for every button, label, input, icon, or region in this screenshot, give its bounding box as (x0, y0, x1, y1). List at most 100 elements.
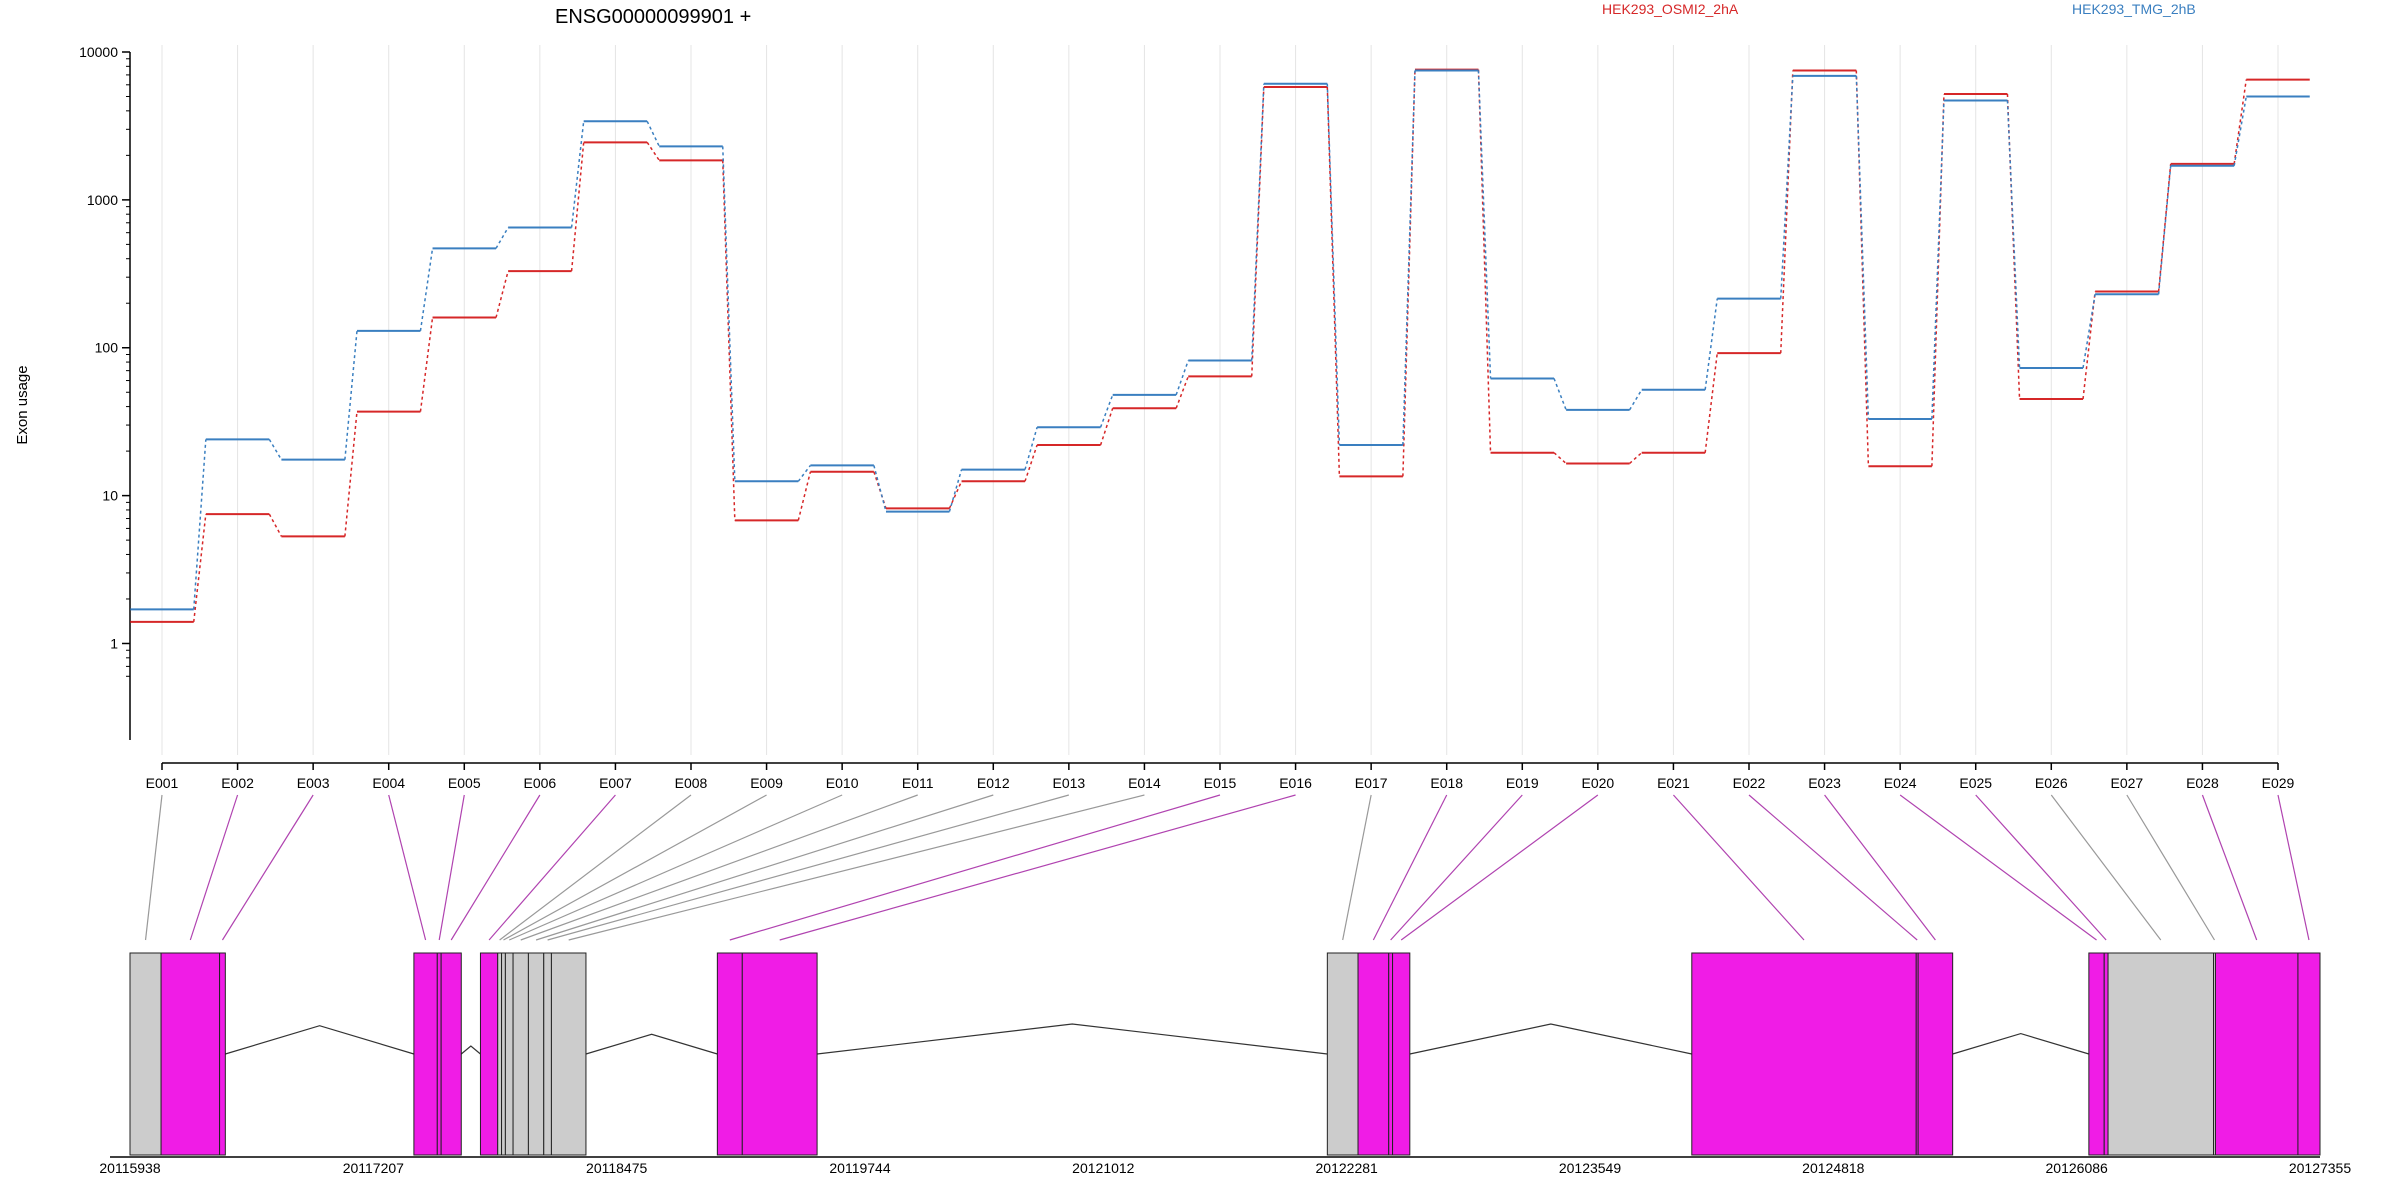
axes: 1 10 100 1000 10000 E001 E002 E003 E004 E005 E006 E… (79, 44, 2294, 791)
x-tick-label: E015 (1204, 775, 1237, 791)
exon-connector-e028 (2202, 795, 2256, 940)
genomic-coordinate-label: 20123549 (1559, 1160, 1622, 1176)
x-tick-label: E010 (826, 775, 859, 791)
series-connector (1781, 76, 1793, 299)
exon-connector-e004 (389, 795, 426, 940)
series-connector (1554, 378, 1566, 409)
series-connector (2007, 100, 2019, 367)
legend-series-a: HEK293_OSMI2_2hA (1602, 1, 1739, 17)
series-connector (723, 146, 735, 481)
y-tick-label: 10000 (79, 44, 118, 60)
exon-block-e012 (528, 953, 543, 1155)
series-connector (647, 142, 659, 160)
exon-block-e015 (717, 953, 742, 1155)
x-tick-label: E020 (1582, 775, 1615, 791)
exon-block-e010 (505, 953, 513, 1155)
exon-connector-e013 (548, 795, 1069, 940)
exon-block-e011 (513, 953, 528, 1155)
exon-block-e029 (2298, 953, 2320, 1155)
x-tick-label: E026 (2035, 775, 2068, 791)
gene-model (110, 953, 2320, 1157)
series-connector (1705, 353, 1717, 453)
exon-block-e028 (2215, 953, 2297, 1155)
exon-block-e006 (441, 953, 461, 1155)
intron-line (1410, 1024, 1692, 1054)
series-connector (949, 470, 961, 512)
series-connector (1630, 453, 1642, 464)
exon-block-e017 (1327, 953, 1358, 1155)
series-connector (874, 465, 886, 511)
exon-block-e021 (1692, 953, 1916, 1155)
series-connector (1705, 299, 1717, 390)
legend-series-b: HEK293_TMG_2hB (2072, 1, 2196, 17)
y-tick-label: 1000 (87, 192, 118, 208)
genomic-coordinate-label: 20127355 (2289, 1160, 2352, 1176)
series-connector (1252, 84, 1264, 361)
exon-block-e023 (1918, 953, 1953, 1155)
intron-line (461, 1046, 480, 1054)
exon-connector-e007 (489, 795, 615, 940)
x-tick-label: E009 (750, 775, 783, 791)
genomic-coordinate-label: 20117207 (343, 1160, 404, 1176)
series-connector (1403, 70, 1415, 445)
x-tick-label: E003 (297, 775, 330, 791)
x-tick-label: E006 (524, 775, 557, 791)
intron-line (586, 1034, 717, 1054)
x-tick-label: E024 (1884, 775, 1917, 791)
exon-block-e024 (2089, 953, 2104, 1155)
y-tick-label: 1 (110, 635, 118, 651)
exon-block-e008 (498, 953, 502, 1155)
x-tick-label: E014 (1128, 775, 1161, 791)
exon-block-e005 (437, 953, 441, 1155)
x-tick-label: E008 (675, 775, 708, 791)
genomic-coordinate-label: 20115938 (99, 1160, 160, 1176)
exon-block-e002 (161, 953, 220, 1155)
series-connector (1554, 453, 1566, 464)
x-tick-label: E023 (1808, 775, 1841, 791)
exon-connector-e003 (222, 795, 313, 940)
exon-connector-e005 (439, 795, 464, 940)
exon-connector-e008 (500, 795, 691, 940)
x-tick-label: E004 (372, 775, 405, 791)
exon-connectors (146, 795, 2309, 940)
series-connector (345, 412, 357, 537)
exon-block-e013 (544, 953, 552, 1155)
series-connector (1327, 84, 1339, 445)
exon-connector-e027 (2127, 795, 2215, 940)
y-tick-label: 10 (102, 488, 118, 504)
genomic-coordinate-label: 20121012 (1072, 1160, 1135, 1176)
exon-connector-e010 (509, 795, 842, 940)
x-tick-label: E022 (1733, 775, 1766, 791)
intron-line (817, 1024, 1327, 1054)
x-tick-label: E002 (221, 775, 254, 791)
exon-block-e014 (551, 953, 586, 1155)
x-tick-label: E019 (1506, 775, 1539, 791)
exon-connector-e001 (146, 795, 162, 940)
y-tick-label: 100 (95, 340, 119, 356)
exon-block-e016 (742, 953, 817, 1155)
x-tick-label: E028 (2186, 775, 2219, 791)
series-connector (269, 439, 281, 459)
x-tick-label: E025 (1959, 775, 1992, 791)
series-connector (647, 121, 659, 146)
genomic-coordinate-label: 20119744 (829, 1160, 890, 1176)
intron-line (225, 1026, 414, 1054)
exon-connector-e029 (2278, 795, 2309, 940)
series-connector (345, 331, 357, 460)
series-connector (1176, 376, 1188, 408)
exon-connector-e002 (190, 795, 237, 940)
exon-block-e001 (130, 953, 161, 1155)
x-tick-label: E016 (1279, 775, 1312, 791)
exon-connector-e009 (503, 795, 766, 940)
exon-block-e026 (2108, 953, 2214, 1155)
exon-connector-e006 (451, 795, 540, 940)
exon-block-e025 (2104, 953, 2108, 1155)
chart-title: ENSG00000099901 + (555, 6, 751, 28)
exon-connector-e017 (1343, 795, 1371, 940)
exon-connector-e022 (1749, 795, 1917, 940)
exon-block-e003 (220, 953, 226, 1155)
x-tick-label: E018 (1430, 775, 1463, 791)
gridlines (162, 45, 2278, 755)
series-connector (1630, 390, 1642, 410)
series-connector (1101, 395, 1113, 427)
